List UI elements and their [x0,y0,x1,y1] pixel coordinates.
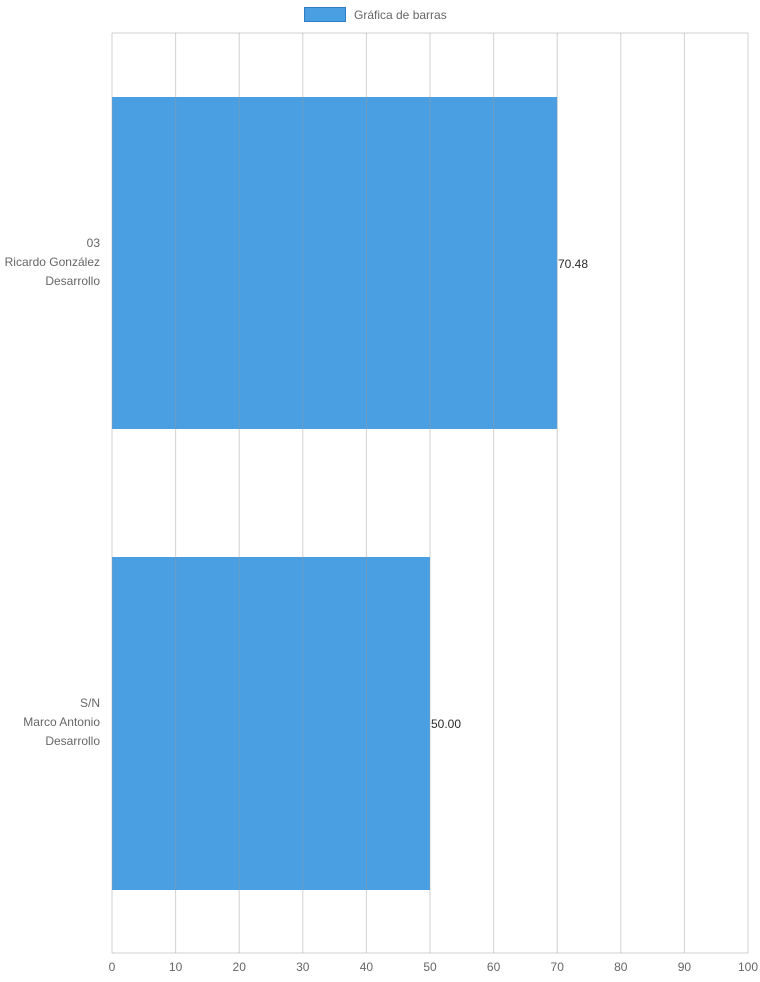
svg-text:Marco Antonio: Marco Antonio [23,715,100,729]
svg-text:60: 60 [487,960,501,974]
svg-text:70.48: 70.48 [558,257,588,271]
svg-text:40: 40 [360,960,374,974]
svg-text:70: 70 [551,960,565,974]
svg-text:10: 10 [169,960,183,974]
svg-text:100: 100 [738,960,758,974]
svg-text:Desarrollo: Desarrollo [45,734,100,748]
svg-text:20: 20 [233,960,247,974]
svg-text:50: 50 [423,960,437,974]
svg-text:S/N: S/N [80,696,100,710]
svg-text:90: 90 [678,960,692,974]
svg-text:0: 0 [109,960,116,974]
svg-text:30: 30 [296,960,310,974]
svg-text:03: 03 [87,236,101,250]
svg-text:50.00: 50.00 [431,717,461,731]
svg-text:80: 80 [614,960,628,974]
svg-text:Desarrollo: Desarrollo [45,274,100,288]
svg-text:Ricardo González: Ricardo González [5,255,100,269]
